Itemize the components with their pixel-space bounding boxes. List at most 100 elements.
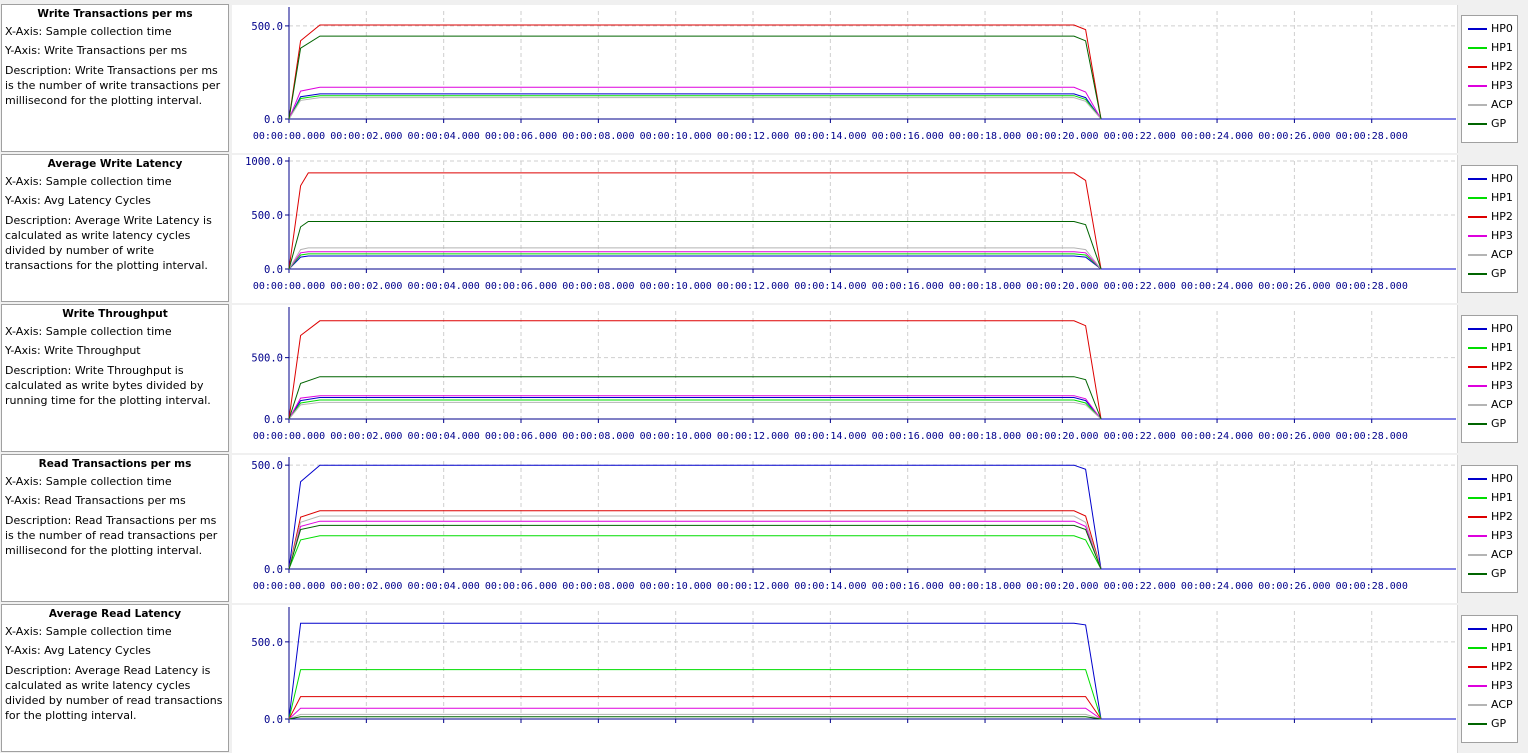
legend-label: HP2 bbox=[1491, 210, 1513, 223]
legend-swatch bbox=[1468, 423, 1487, 425]
x-tick-label: 00:00:20.000 bbox=[1026, 281, 1098, 292]
legend-swatch bbox=[1468, 254, 1487, 256]
y-axis-description: Y-Axis: Avg Latency Cycles bbox=[5, 194, 151, 207]
y-tick-label: 500.0 bbox=[251, 21, 283, 33]
chart-panel: Read Transactions per ms X-Axis: Sample c… bbox=[0, 453, 1528, 603]
chart-legend: HP0 HP1 HP2 HP3 ACP GP bbox=[1461, 315, 1518, 443]
x-tick-label: 00:00:28.000 bbox=[1336, 581, 1408, 592]
y-axis-description: Y-Axis: Read Transactions per ms bbox=[5, 494, 186, 507]
legend-swatch bbox=[1468, 85, 1487, 87]
legend-swatch bbox=[1468, 704, 1487, 706]
x-tick-label: 00:00:14.000 bbox=[794, 281, 866, 292]
line-chart: 500.0 0.0 00:00:00.000 00:00:02.000 00:00:04… bbox=[251, 7, 1456, 142]
legend-swatch bbox=[1468, 573, 1487, 575]
chart-info-box: Write Transactions per ms X-Axis: Sample … bbox=[1, 4, 229, 152]
x-tick-label: 00:00:04.000 bbox=[408, 281, 480, 292]
x-tick-label: 00:00:28.000 bbox=[1336, 131, 1408, 142]
x-tick-label: 00:00:16.000 bbox=[872, 131, 944, 142]
legend-label: ACP bbox=[1491, 698, 1513, 711]
series-line-hp0 bbox=[288, 255, 1102, 270]
chart-info-box: Write Throughput X-Axis: Sample collectio… bbox=[1, 304, 229, 452]
legend-label: HP3 bbox=[1491, 79, 1513, 92]
legend-label: HP3 bbox=[1491, 379, 1513, 392]
y-tick-label: 500.0 bbox=[251, 210, 283, 222]
x-tick-label: 00:00:24.000 bbox=[1181, 431, 1253, 442]
chart-description: Description: Average Read Latency is cal… bbox=[5, 664, 223, 722]
legend-label: HP2 bbox=[1491, 60, 1513, 73]
series-line-gp bbox=[288, 524, 1102, 570]
x-tick-label: 00:00:04.000 bbox=[408, 431, 480, 442]
x-axis-description: X-Axis: Sample collection time bbox=[5, 625, 172, 638]
legend-swatch bbox=[1468, 235, 1487, 237]
series-line-hp3 bbox=[288, 520, 1102, 570]
series-line-acp bbox=[288, 515, 1102, 570]
x-tick-label: 00:00:10.000 bbox=[640, 281, 712, 292]
legend-label: ACP bbox=[1491, 398, 1513, 411]
series-line-gp bbox=[288, 376, 1102, 420]
x-tick-label: 00:00:24.000 bbox=[1181, 581, 1253, 592]
x-tick-label: 00:00:26.000 bbox=[1258, 131, 1330, 142]
line-chart: 500.0 0.0 00:00:00.000 00:00:02.000 00:00:04… bbox=[251, 457, 1456, 592]
chart-title: Write Transactions per ms bbox=[37, 8, 193, 20]
x-tick-label: 00:00:02.000 bbox=[330, 431, 402, 442]
series-line-hp3 bbox=[288, 707, 1102, 720]
legend-swatch bbox=[1468, 178, 1487, 180]
series-line-hp1 bbox=[288, 399, 1102, 420]
x-tick-label: 00:00:04.000 bbox=[408, 581, 480, 592]
legend-label: GP bbox=[1491, 267, 1507, 280]
x-tick-label: 00:00:08.000 bbox=[562, 581, 634, 592]
chart-plot-area[interactable]: 500.0 0.0 00:00:00.000 00:00:02.000 00:00:04… bbox=[232, 305, 1458, 453]
x-tick-label: 00:00:02.000 bbox=[330, 131, 402, 142]
legend-label: HP3 bbox=[1491, 529, 1513, 542]
legend-label: GP bbox=[1491, 417, 1507, 430]
x-axis-description: X-Axis: Sample collection time bbox=[5, 175, 172, 188]
series-line-hp2 bbox=[288, 320, 1102, 420]
legend-swatch bbox=[1468, 723, 1487, 725]
chart-plot-area[interactable]: 500.0 0.0 00:00:00.000 00:00:02.000 00:00:04… bbox=[232, 5, 1458, 153]
chart-plot-area[interactable]: 500.0 0.0 bbox=[232, 605, 1458, 753]
x-tick-label: 00:00:14.000 bbox=[794, 131, 866, 142]
top-tab-strip bbox=[0, 0, 1528, 6]
chart-legend: HP0 HP1 HP2 HP3 ACP GP bbox=[1461, 15, 1518, 143]
chart-panel: Write Transactions per ms X-Axis: Sample … bbox=[0, 3, 1528, 153]
legend-swatch bbox=[1468, 666, 1487, 668]
x-tick-label: 00:00:28.000 bbox=[1336, 281, 1408, 292]
legend-label: HP1 bbox=[1491, 41, 1513, 54]
series-line-hp1 bbox=[288, 95, 1102, 120]
series-line-hp3 bbox=[288, 395, 1102, 420]
legend-label: HP1 bbox=[1491, 641, 1513, 654]
chart-plot-area[interactable]: 1000.0 500.0 0.0 00:00:00.000 00:00:02.000 00… bbox=[232, 155, 1458, 303]
legend-label: HP0 bbox=[1491, 472, 1513, 485]
chart-info-box: Average Write Latency X-Axis: Sample coll… bbox=[1, 154, 229, 302]
legend-swatch bbox=[1468, 273, 1487, 275]
y-tick-label: 500.0 bbox=[251, 353, 283, 365]
x-tick-label: 00:00:20.000 bbox=[1026, 581, 1098, 592]
x-tick-label: 00:00:16.000 bbox=[872, 581, 944, 592]
x-axis-description: X-Axis: Sample collection time bbox=[5, 25, 172, 38]
chart-info-box: Read Transactions per ms X-Axis: Sample c… bbox=[1, 454, 229, 602]
series-line-hp2 bbox=[288, 696, 1102, 720]
x-tick-label: 00:00:24.000 bbox=[1181, 131, 1253, 142]
x-tick-label: 00:00:12.000 bbox=[717, 131, 789, 142]
x-tick-label: 00:00:00.000 bbox=[253, 431, 325, 442]
series-line-hp1 bbox=[288, 535, 1102, 570]
x-tick-label: 00:00:10.000 bbox=[640, 131, 712, 142]
x-tick-label: 00:00:18.000 bbox=[949, 131, 1021, 142]
x-tick-label: 00:00:06.000 bbox=[485, 281, 557, 292]
chart-plot-area[interactable]: 500.0 0.0 00:00:00.000 00:00:02.000 00:00:04… bbox=[232, 455, 1458, 603]
chart-legend: HP0 HP1 HP2 HP3 ACP GP bbox=[1461, 465, 1518, 593]
x-tick-label: 00:00:12.000 bbox=[717, 431, 789, 442]
y-tick-label: 0.0 bbox=[264, 414, 283, 426]
chart-panel: Average Write Latency X-Axis: Sample coll… bbox=[0, 153, 1528, 303]
series-line-hp2 bbox=[288, 172, 1102, 270]
x-tick-label: 00:00:02.000 bbox=[330, 581, 402, 592]
series-line-hp2 bbox=[288, 24, 1102, 120]
legend-label: HP1 bbox=[1491, 491, 1513, 504]
series-line-acp bbox=[288, 713, 1102, 720]
x-tick-label: 00:00:14.000 bbox=[794, 581, 866, 592]
chart-title: Average Read Latency bbox=[48, 608, 182, 620]
line-chart: 500.0 0.0 00:00:00.000 00:00:02.000 00:00:04… bbox=[251, 307, 1456, 442]
legend-label: GP bbox=[1491, 717, 1507, 730]
x-tick-label: 00:00:22.000 bbox=[1104, 131, 1176, 142]
line-chart: 1000.0 500.0 0.0 00:00:00.000 00:00:02.000 00… bbox=[245, 156, 1456, 292]
